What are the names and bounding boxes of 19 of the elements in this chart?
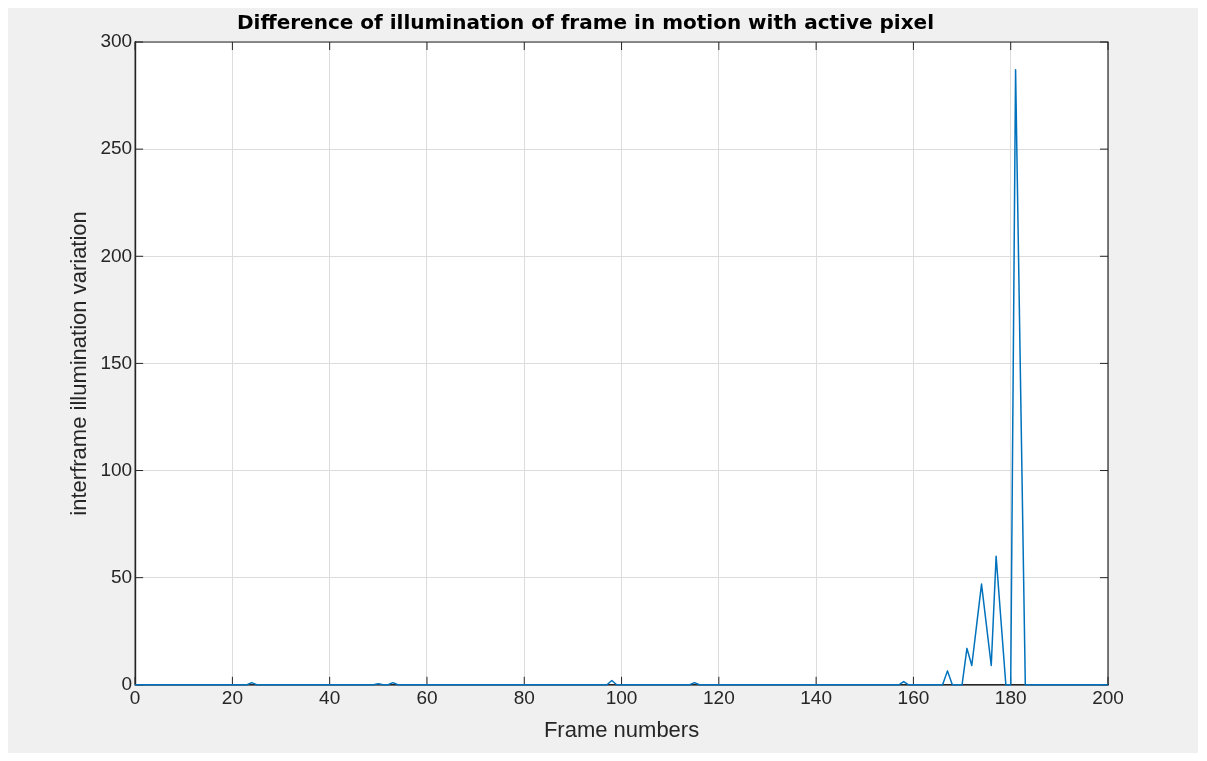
y-axis-title: interframe illumination variation [66,211,92,516]
x-axis-title: Frame numbers [543,716,700,742]
y-tick-label: 250 [100,137,133,159]
y-tick-label: 300 [100,30,133,52]
x-tick-label: 100 [605,687,638,709]
y-tick-label: 50 [110,565,133,587]
y-tick-label: 200 [100,244,133,266]
x-tick-label: 80 [513,687,535,709]
x-tick-label: 200 [1092,687,1124,709]
y-tick-label: 150 [100,351,133,373]
x-tick-label: 140 [800,687,832,709]
x-tick-label: 120 [702,687,735,709]
chart-title: Difference of illumination of frame in motion with active pixel [236,10,935,35]
x-tick-label: 20 [221,687,243,709]
x-tick-label: 40 [319,687,341,709]
x-tick-label: 180 [994,687,1027,709]
y-tick-label: 100 [100,458,133,480]
x-tick-label: 160 [897,687,930,709]
x-tick-label: 60 [416,687,438,709]
